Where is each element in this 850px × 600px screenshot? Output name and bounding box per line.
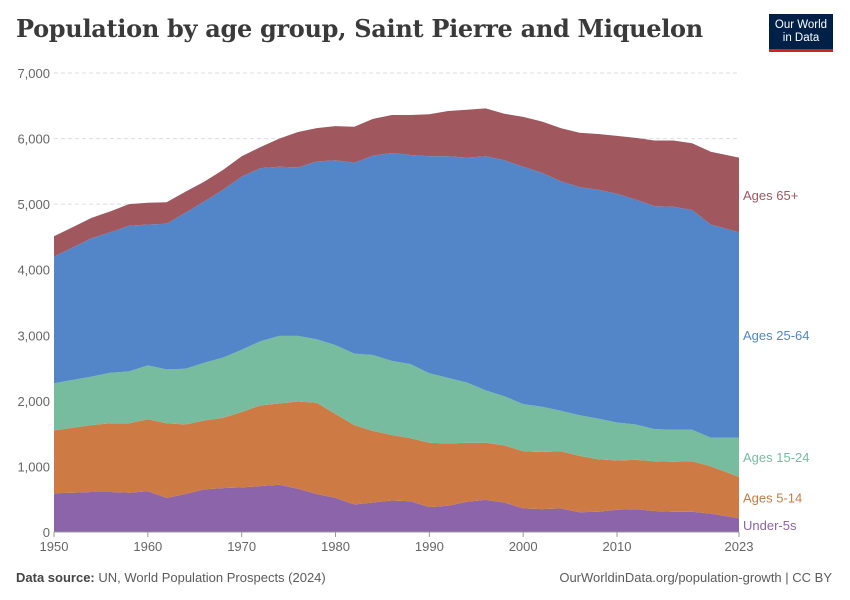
- area-ages-15-24[interactable]: [54, 335, 739, 477]
- owid-logo[interactable]: Our World in Data: [769, 14, 833, 52]
- area-ages-5-14[interactable]: [54, 401, 739, 519]
- series-label-ages-5-14: Ages 5-14: [743, 491, 802, 506]
- x-tick-label: 2010: [603, 539, 632, 554]
- x-tick-label: 1970: [227, 539, 256, 554]
- x-tick-label: 2000: [509, 539, 538, 554]
- x-tick-label: 1990: [415, 539, 444, 554]
- x-tick-label: 1980: [321, 539, 350, 554]
- series-labels: Under-5s Ages 5-14 Ages 15-24 Ages 25-64 Age…: [743, 188, 810, 533]
- logo-line-2: in Data: [782, 32, 820, 44]
- y-tick-label: 6,000: [17, 132, 50, 147]
- x-tick-label: 1960: [133, 539, 162, 554]
- series-label-under-5s: Under-5s: [743, 518, 797, 533]
- y-tick-label: 7,000: [17, 66, 50, 81]
- y-tick-label: 4,000: [17, 263, 50, 278]
- x-tick-label: 2023: [725, 539, 754, 554]
- series-label-ages-65-: Ages 65+: [743, 188, 798, 203]
- y-axis-ticks: 0 1,000 2,000 3,000 4,000 5,000 6,000 7,000: [17, 66, 50, 540]
- area-ages-25-64[interactable]: [54, 153, 739, 438]
- stacked-areas: [54, 108, 739, 532]
- x-tick-label: 1950: [40, 539, 69, 554]
- area-ages-65-[interactable]: [54, 108, 739, 257]
- y-tick-label: 2,000: [17, 394, 50, 409]
- data-source-text[interactable]: UN, World Population Prospects (2024): [98, 570, 326, 585]
- x-axis: 1950 1960 1970 1980 1990 2000 2010 2023: [40, 531, 754, 554]
- series-label-ages-25-64: Ages 25-64: [743, 328, 810, 343]
- series-label-ages-15-24: Ages 15-24: [743, 450, 810, 465]
- data-source: Data source: UN, World Population Prospe…: [16, 570, 326, 585]
- data-source-label: Data source:: [16, 570, 95, 585]
- y-tick-label: 5,000: [17, 197, 50, 212]
- owid-url[interactable]: OurWorldinData.org/population-growth | C…: [559, 570, 832, 585]
- logo-line-1: Our World: [774, 19, 828, 31]
- y-tick-label: 0: [43, 525, 50, 540]
- chart-title: Population by age group, Saint Pierre an…: [16, 14, 703, 43]
- y-tick-label: 1,000: [17, 459, 50, 474]
- y-tick-label: 3,000: [17, 328, 50, 343]
- area-under-5s[interactable]: [54, 484, 739, 532]
